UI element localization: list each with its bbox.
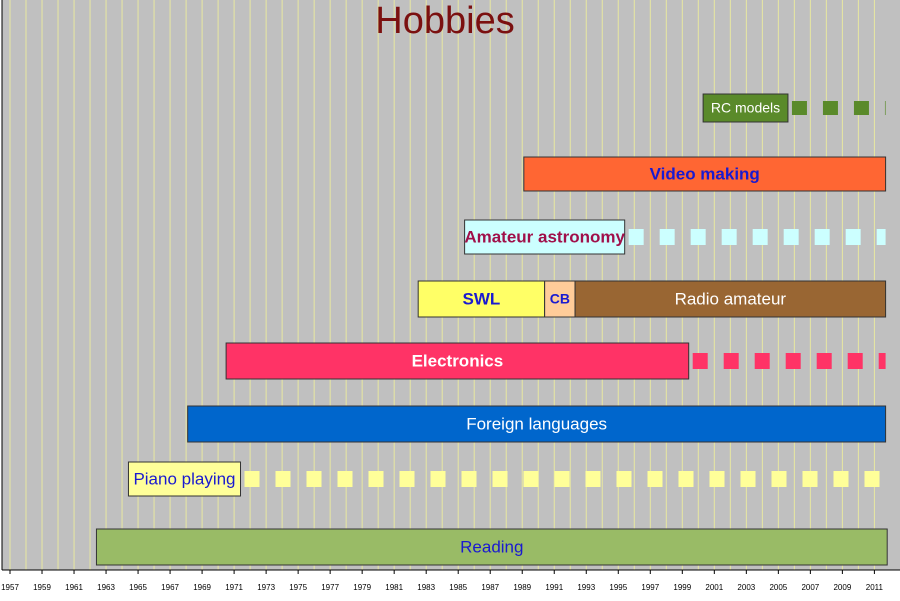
x-tick-label: 1971	[225, 583, 243, 592]
bar-label: RC models	[711, 100, 780, 116]
timeline-bar	[127, 461, 242, 497]
x-tick-label: 1989	[513, 583, 531, 592]
x-tick-label: 2001	[705, 583, 723, 592]
x-tick-label: 1963	[97, 583, 115, 592]
timeline-bar	[225, 342, 690, 380]
x-tick-label: 1961	[65, 583, 83, 592]
x-tick-label: 1997	[641, 583, 659, 592]
bar-label: SWL	[463, 289, 501, 308]
x-tick-label: 2007	[801, 583, 819, 592]
x-tick-label: 1999	[673, 583, 691, 592]
x-tick-label: 1991	[545, 583, 563, 592]
bar-label: CB	[550, 291, 570, 307]
timeline-bar	[464, 219, 626, 255]
x-tick-label: 1969	[193, 583, 211, 592]
bar-label: Foreign languages	[466, 414, 607, 433]
timeline-bar	[702, 93, 789, 123]
x-tick-label: 1987	[481, 583, 499, 592]
bar-label: Radio amateur	[675, 289, 787, 308]
x-tick-label: 1979	[353, 583, 371, 592]
timeline-bar	[523, 156, 887, 192]
x-tick-label: 1993	[577, 583, 595, 592]
timeline-bar	[574, 280, 887, 318]
x-tick-label: 1985	[449, 583, 467, 592]
x-tick-label: 2005	[769, 583, 787, 592]
x-tick-label: 1967	[161, 583, 179, 592]
bar-label: Piano playing	[133, 469, 235, 488]
x-tick-label: 1983	[417, 583, 435, 592]
x-tick-label: 2003	[737, 583, 755, 592]
x-tick-label: 2011	[866, 583, 884, 592]
x-tick-label: 1957	[1, 583, 19, 592]
x-tick-label: 1975	[289, 583, 307, 592]
chart-title: Hobbies	[375, 0, 514, 42]
x-tick-label: 1965	[129, 583, 147, 592]
bar-label: Amateur astronomy	[464, 227, 625, 246]
x-tick-label: 2009	[833, 583, 851, 592]
timeline-bar	[544, 280, 576, 318]
x-tick-label: 1973	[257, 583, 275, 592]
bar-label: Electronics	[412, 351, 504, 370]
timeline-bar	[417, 280, 546, 318]
x-tick-label: 1977	[321, 583, 339, 592]
bar-label: Video making	[650, 164, 760, 183]
x-tick-label: 1981	[385, 583, 403, 592]
x-tick-label: 1995	[609, 583, 627, 592]
x-tick-label: 1959	[33, 583, 51, 592]
timeline-bar	[187, 405, 887, 443]
bar-label: Reading	[460, 537, 523, 556]
timeline-bar	[95, 528, 888, 566]
